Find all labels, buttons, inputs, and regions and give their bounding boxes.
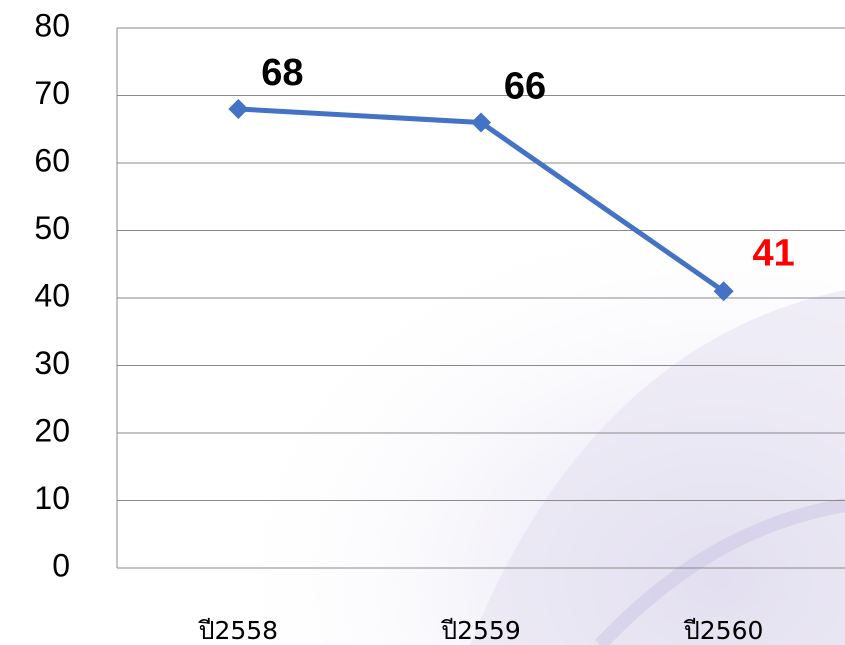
background-swoosh [470, 290, 845, 645]
y-tick-label: 0 [52, 547, 70, 583]
x-tick-label: ปี2558 [198, 616, 278, 645]
marker [471, 112, 491, 133]
x-tick-label: ปี2560 [683, 616, 763, 645]
value-label: 68 [261, 52, 303, 94]
marker [713, 281, 734, 302]
y-tick-label: 30 [34, 345, 70, 381]
marker [228, 99, 249, 119]
x-tick-label: ปี2559 [441, 616, 521, 645]
y-tick-label: 80 [34, 7, 70, 43]
y-tick-label: 60 [34, 142, 70, 178]
y-tick-label: 50 [34, 210, 70, 246]
y-tick-label: 40 [34, 277, 70, 313]
y-tick-label: 20 [34, 412, 70, 448]
value-label: 41 [753, 232, 795, 274]
value-label: 66 [504, 66, 546, 108]
y-tick-label: 70 [34, 75, 70, 111]
background-swoosh [594, 498, 845, 645]
y-tick-label: 10 [34, 480, 70, 516]
